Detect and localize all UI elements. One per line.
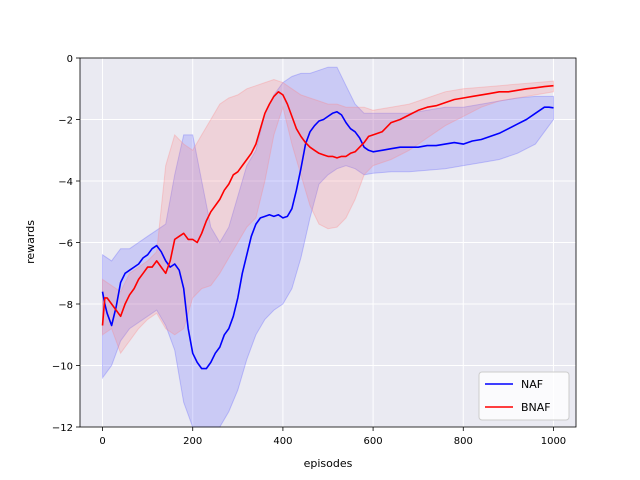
x-tick-label: 1000 <box>541 436 566 447</box>
x-tick-label: 400 <box>273 436 292 447</box>
y-axis-label: rewards <box>24 220 37 264</box>
y-tick-label: −6 <box>58 239 73 250</box>
legend-label-bnaf: BNAF <box>521 401 551 414</box>
series-line-naf <box>101 106 554 370</box>
legend: NAF BNAF <box>478 371 570 421</box>
x-tick-label: 0 <box>99 436 105 447</box>
x-tick-label: 800 <box>454 436 473 447</box>
y-tick-label: −10 <box>52 362 73 373</box>
x-tick-label: 200 <box>183 436 202 447</box>
x-axis-label: episodes <box>304 457 353 470</box>
y-tick-label: −2 <box>58 116 73 127</box>
series-lines <box>101 84 554 370</box>
grid <box>80 57 576 428</box>
band-bnaf <box>102 78 554 355</box>
x-tick-label: 600 <box>364 436 383 447</box>
y-tick-label: 0 <box>67 54 73 65</box>
y-tick-label: −4 <box>58 177 73 188</box>
legend-label-naf: NAF <box>521 378 543 391</box>
series-line-bnaf <box>101 84 554 326</box>
y-tick-label: −12 <box>52 423 73 434</box>
ticks: 0 200 400 600 800 1000 −12 −10 −8 −6 −4 −2 0 <box>52 54 566 447</box>
y-tick-label: −8 <box>58 300 73 311</box>
